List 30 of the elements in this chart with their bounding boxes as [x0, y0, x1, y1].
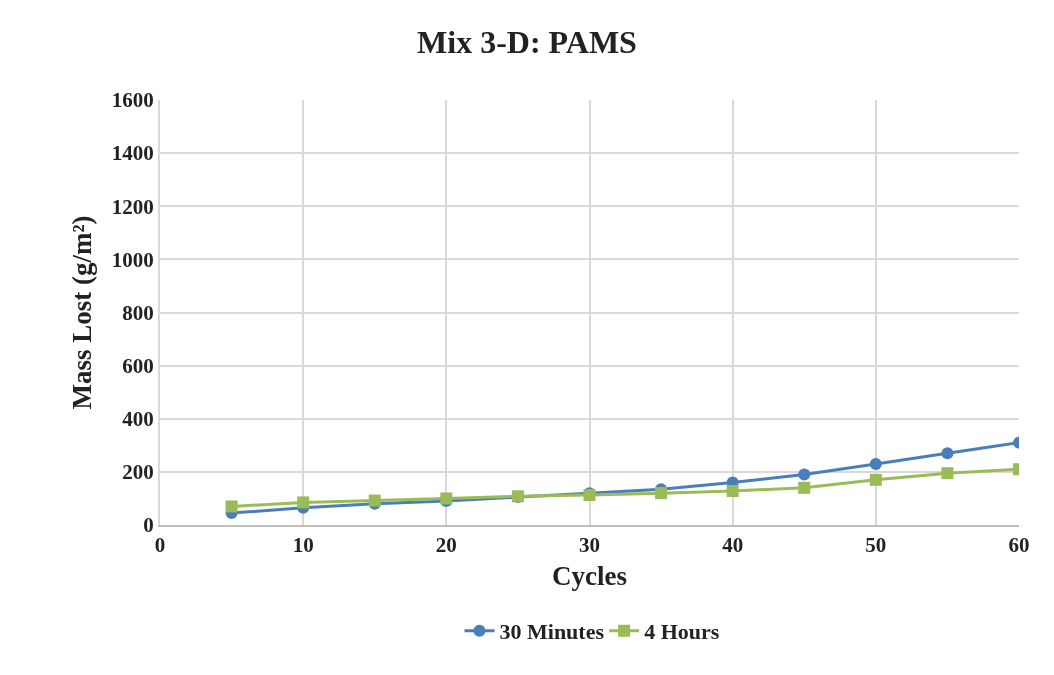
point: [726, 485, 739, 497]
point: [655, 487, 668, 500]
point: [869, 473, 882, 486]
y-tick-label: 1000: [111, 247, 154, 272]
point: [941, 467, 954, 480]
x-tick-label: 60: [1008, 533, 1030, 558]
point: [798, 468, 811, 481]
point: [798, 481, 811, 494]
y-tick-label: 1200: [111, 194, 154, 219]
y-tick-label: 600: [122, 353, 154, 378]
x-axis-title: Cycles: [552, 561, 627, 592]
x-tick-label: 40: [722, 533, 744, 558]
point: [225, 500, 238, 513]
legend-label: 30 Minutes: [499, 619, 605, 645]
chart-title: Mix 3-D: PAMS: [417, 23, 637, 60]
y-tick-label: 1600: [111, 88, 154, 113]
x-tick-label: 20: [435, 533, 457, 558]
x-tick-label: 10: [292, 533, 314, 558]
point: [869, 457, 882, 470]
y-tick-label: 800: [122, 300, 154, 325]
y-tick-label: 0: [143, 513, 154, 538]
x-tick-label: 50: [865, 533, 887, 558]
x-tick-label: 30: [579, 533, 600, 558]
y-axis-title: Mass Lost (g/m²): [67, 215, 98, 410]
point: [941, 447, 954, 460]
y-tick-label: 1400: [111, 141, 154, 166]
y-tick-label: 200: [122, 460, 154, 485]
y-tick-label: 400: [122, 407, 154, 432]
point: [297, 496, 310, 509]
legend-label: 4 Hours: [644, 619, 720, 645]
